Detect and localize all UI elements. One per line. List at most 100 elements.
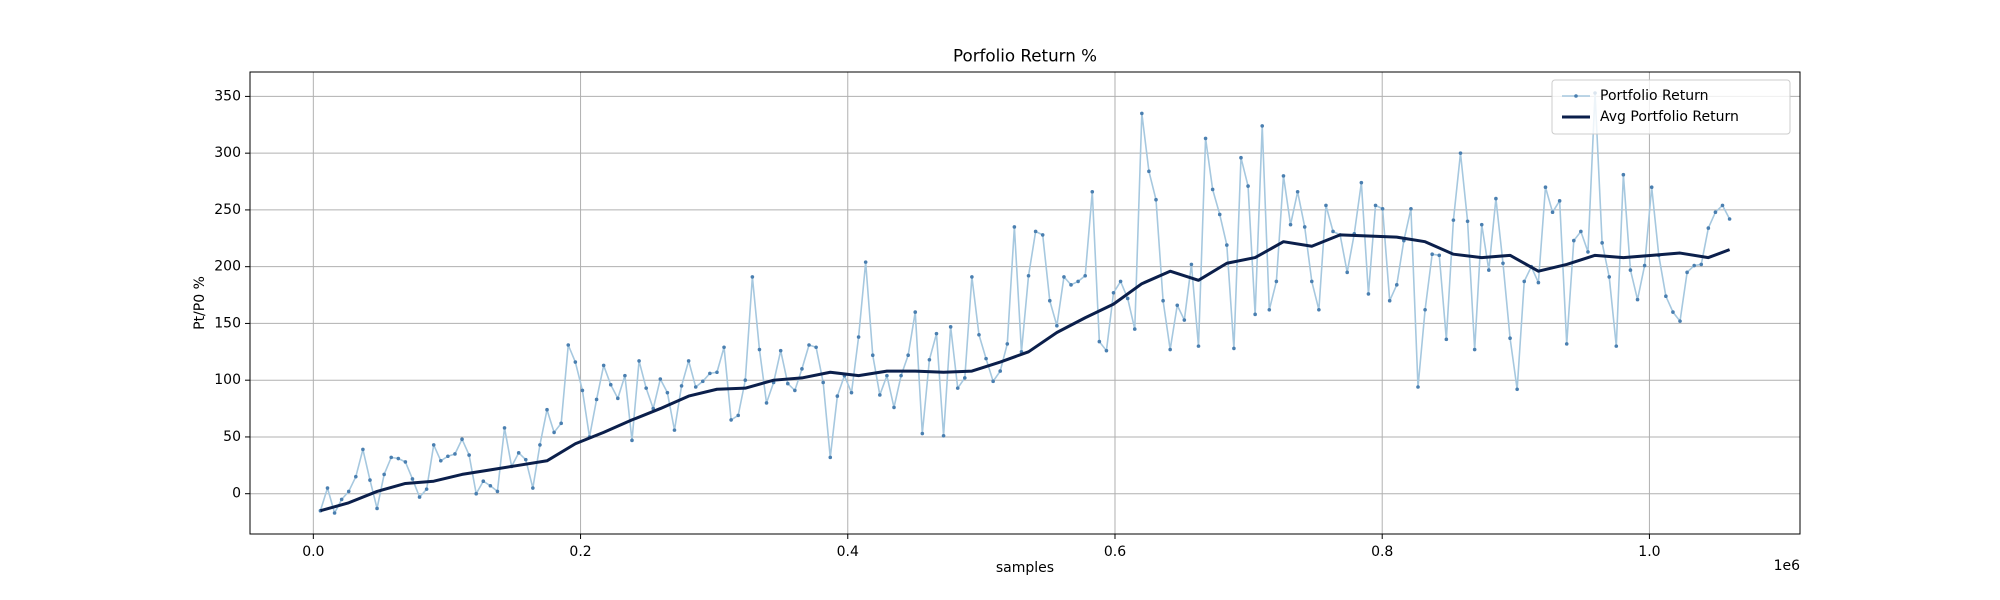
x-tick-label: 0.2	[569, 544, 591, 560]
point-marker	[686, 359, 691, 363]
point-marker	[616, 396, 620, 401]
legend-label: Avg Portfolio Return	[1600, 109, 1739, 125]
point-marker	[545, 407, 549, 412]
point-marker	[1246, 184, 1250, 188]
point-marker	[1189, 262, 1194, 267]
point-marker	[1132, 327, 1137, 331]
point-marker	[1515, 387, 1519, 392]
x-axis-label: samples	[996, 560, 1054, 576]
point-marker	[793, 388, 797, 393]
point-marker	[1366, 292, 1371, 296]
point-marker	[1182, 318, 1187, 322]
point-marker	[1472, 347, 1477, 352]
point-marker	[339, 497, 344, 502]
point-marker	[849, 390, 854, 395]
point-marker	[856, 335, 861, 339]
point-marker	[1331, 229, 1335, 234]
point-marker	[1359, 180, 1364, 185]
point-marker	[446, 454, 450, 459]
point-marker	[1026, 273, 1031, 278]
point-marker	[1040, 233, 1045, 237]
point-marker	[424, 487, 429, 491]
point-marker	[495, 489, 500, 494]
point-marker	[1720, 203, 1725, 208]
point-marker	[1451, 218, 1456, 222]
point-marker	[531, 486, 535, 490]
point-marker	[1253, 312, 1257, 317]
point-marker	[920, 431, 925, 436]
point-marker	[1345, 270, 1349, 275]
plot-frame	[249, 71, 1801, 535]
point-marker	[1678, 319, 1682, 323]
x-tick-label: 1.0	[1638, 544, 1660, 560]
point-marker	[1281, 174, 1286, 178]
point-marker	[523, 457, 528, 462]
point-marker	[1239, 155, 1243, 160]
point-marker	[389, 455, 394, 460]
x-tick-label: 0.8	[1371, 544, 1393, 560]
point-marker	[1033, 229, 1038, 234]
point-marker	[552, 430, 556, 435]
point-marker	[828, 455, 833, 460]
point-marker	[1154, 197, 1158, 202]
point-marker	[354, 474, 358, 479]
point-marker	[1210, 187, 1215, 192]
point-marker	[396, 456, 401, 461]
series-line	[320, 233, 1731, 513]
point-marker	[757, 347, 762, 352]
point-marker	[1196, 344, 1201, 348]
point-marker	[1012, 225, 1017, 229]
point-marker	[623, 373, 627, 378]
point-marker	[955, 386, 960, 390]
point-marker	[460, 437, 464, 442]
point-marker	[1161, 298, 1165, 303]
point-marker	[1713, 210, 1718, 214]
point-marker	[1522, 279, 1527, 284]
point-marker	[998, 369, 1003, 373]
point-marker	[970, 275, 974, 279]
point-marker	[991, 379, 995, 384]
point-marker	[488, 483, 493, 488]
point-marker	[637, 359, 641, 363]
point-marker	[375, 506, 379, 511]
point-marker	[750, 275, 755, 279]
point-marker	[1706, 226, 1711, 230]
point-marker	[1550, 210, 1555, 214]
point-marker	[1727, 217, 1732, 221]
y-tick-label: 350	[214, 88, 241, 104]
point-marker	[1309, 279, 1314, 284]
point-marker	[977, 332, 981, 337]
point-marker	[1097, 339, 1102, 344]
point-marker	[1090, 189, 1095, 194]
series-line	[319, 92, 1731, 514]
point-marker	[1586, 250, 1590, 254]
point-marker	[1302, 225, 1307, 229]
point-marker	[438, 458, 443, 463]
point-marker	[481, 479, 486, 484]
point-marker	[630, 438, 634, 443]
point-marker	[899, 373, 903, 378]
point-marker	[885, 373, 889, 378]
point-marker	[410, 477, 415, 481]
point-marker	[1005, 342, 1010, 346]
point-marker	[1225, 243, 1229, 247]
point-marker	[1494, 196, 1498, 201]
x-tick-label: 0.0	[302, 544, 324, 560]
point-marker	[722, 345, 726, 350]
point-marker	[1699, 262, 1704, 267]
point-marker	[361, 447, 365, 452]
point-marker	[1062, 275, 1066, 279]
point-marker	[1607, 275, 1612, 279]
y-tick-label: 150	[214, 315, 241, 331]
point-marker	[835, 394, 840, 398]
point-marker	[1671, 310, 1675, 314]
point-marker	[778, 348, 783, 353]
legend-label: Portfolio Return	[1600, 88, 1709, 104]
point-marker	[913, 310, 918, 314]
point-marker	[729, 418, 733, 422]
point-marker	[1536, 280, 1541, 285]
point-marker	[1274, 279, 1279, 284]
point-marker	[665, 390, 670, 395]
point-marker	[1628, 268, 1633, 272]
point-marker	[878, 393, 882, 397]
